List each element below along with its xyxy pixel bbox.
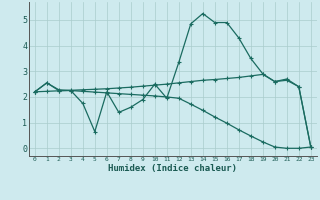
X-axis label: Humidex (Indice chaleur): Humidex (Indice chaleur)	[108, 164, 237, 173]
